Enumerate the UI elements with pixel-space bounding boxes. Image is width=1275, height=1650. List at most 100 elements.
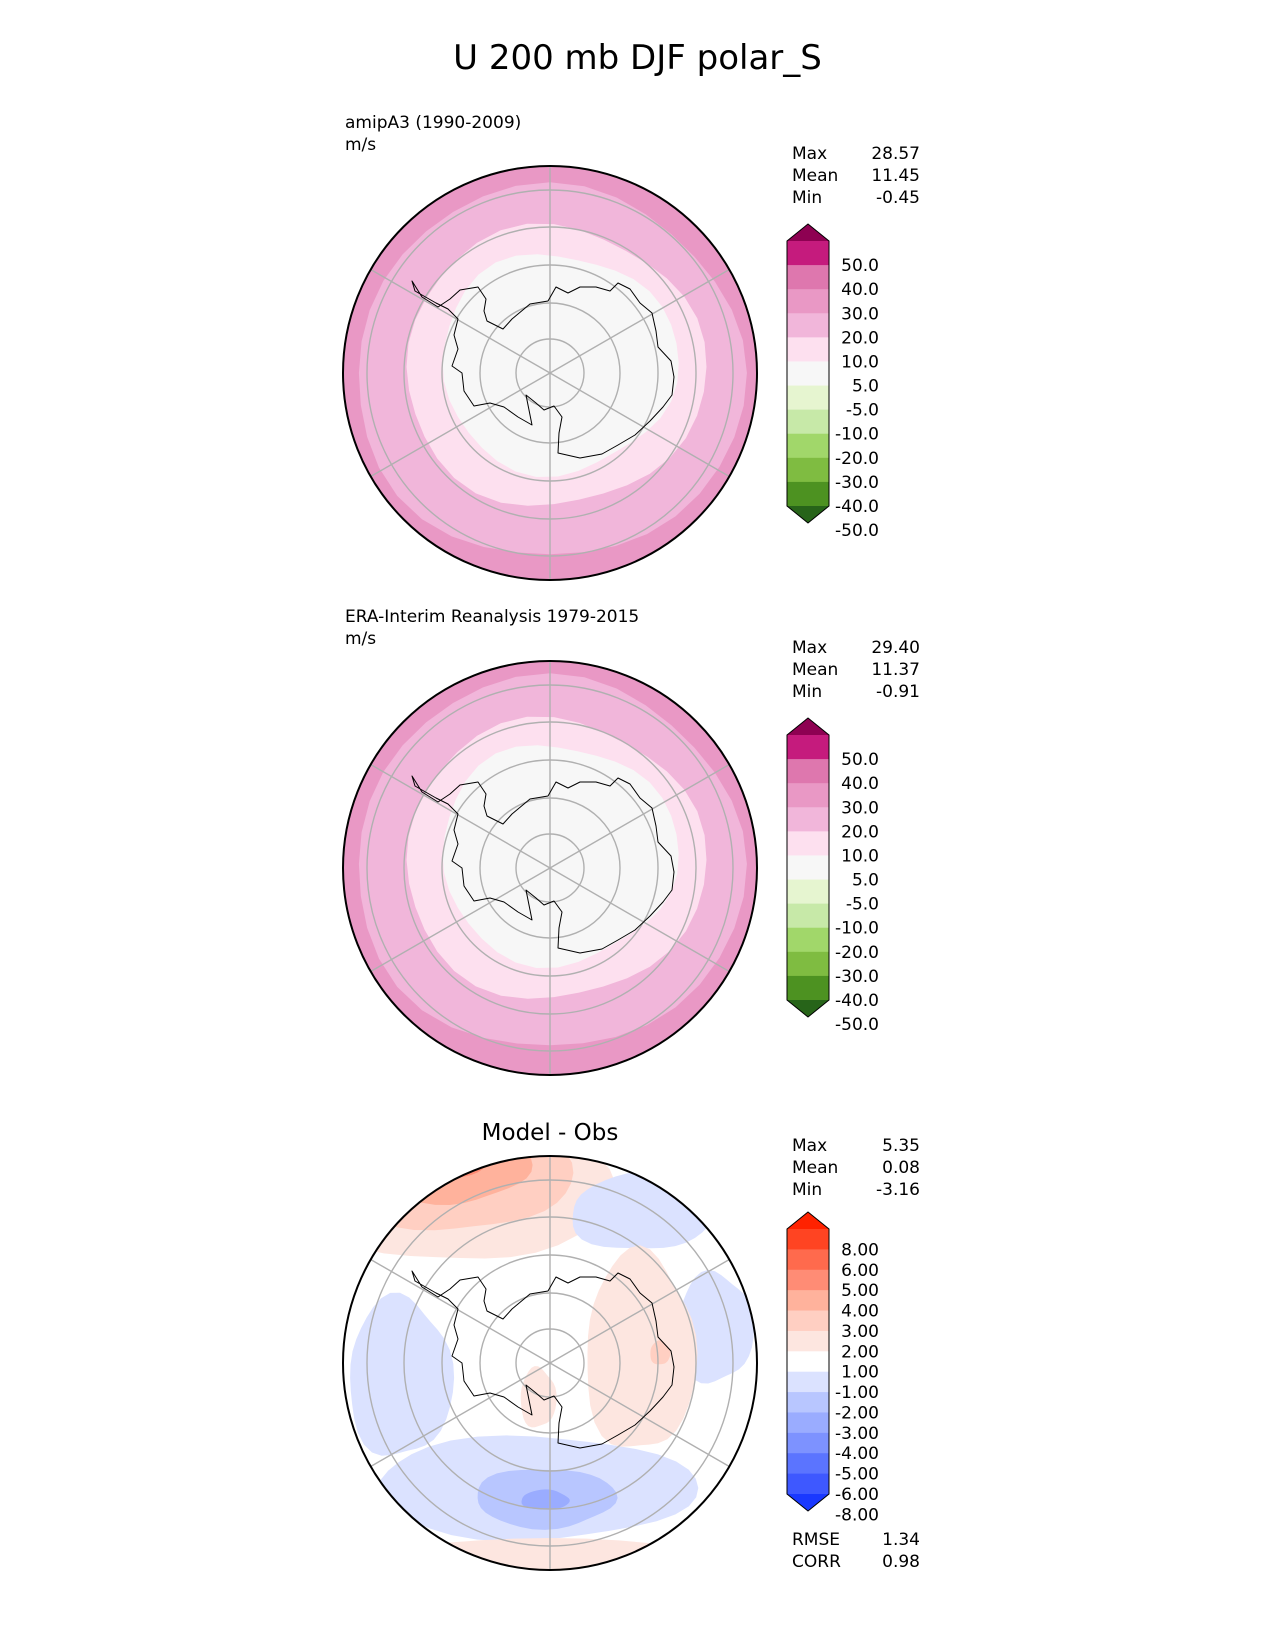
- colorbar-swatch: [787, 1269, 829, 1291]
- colorbar-tick-label: -40.0: [835, 497, 879, 517]
- colorbar-swatch: [787, 927, 829, 953]
- colorbar-tick-label: -40.0: [835, 991, 879, 1011]
- colorbar-swatch: [787, 1330, 829, 1352]
- colorbar-swatch: [787, 735, 829, 760]
- contour-minus5-5: [442, 254, 679, 477]
- diff-colorbar: 8.006.005.004.003.002.001.00-1.00-2.00-3…: [786, 1211, 879, 1525]
- colorbar-tick-label: -10.0: [835, 919, 879, 939]
- colorbar-swatch: [787, 409, 829, 435]
- colorbar-tick-label: -20.0: [835, 449, 879, 469]
- colorbar-swatch: [787, 1453, 829, 1475]
- diff-negative-s-3: [521, 1489, 570, 1510]
- model-units: m/s: [345, 135, 377, 155]
- model-colorbar: 50.0 40.0 30.0 20.0 10.0 5.0 -5.0 -10.0 -20.0 -30…: [786, 223, 879, 541]
- colorbar-tick-label: -50.0: [835, 1015, 879, 1035]
- antarctica-coastline: [411, 1270, 675, 1449]
- stat-min: Min -0.91: [792, 682, 920, 702]
- colorbar-swatch: [787, 807, 829, 832]
- diff-positive-e: [587, 1245, 698, 1447]
- colorbar-swatch: [787, 1249, 829, 1271]
- colorbar-tick-label: -5.0: [846, 401, 879, 421]
- colorbar-tick-label: -2.00: [835, 1404, 879, 1424]
- colorbar-swatch: [787, 241, 829, 266]
- obs-polar-map: [342, 660, 758, 1076]
- meridian-line: [549, 867, 730, 973]
- colorbar-tick-label: 6.00: [841, 1261, 879, 1281]
- obs-stats: Max 29.40 Mean 11.37 Min -0.91: [792, 637, 920, 703]
- model-name: amipA3 (1990-2009): [345, 113, 522, 133]
- colorbar-tick-label: -30.0: [835, 967, 879, 987]
- colorbar-swatch: [787, 1351, 829, 1373]
- colorbar-tick-label: -5.00: [835, 1465, 879, 1485]
- map-boundary: [342, 165, 758, 581]
- colorbar-swatch: [787, 481, 829, 507]
- colorbar-swatch: [787, 1412, 829, 1434]
- colorbar-tick-label: 5.0: [852, 377, 879, 397]
- map-field: [343, 166, 757, 580]
- colorbar-tick-label: 50.0: [841, 750, 879, 770]
- colorbar-swatch: [787, 831, 829, 856]
- colorbar-swatch: [787, 385, 829, 411]
- colorbar-swatch: [787, 1371, 829, 1393]
- metric-corr: CORR 0.98: [792, 1552, 920, 1572]
- colorbar-tick-label: 30.0: [841, 798, 879, 818]
- colorbar-swatch: [787, 759, 829, 784]
- colorbar-tick-label: -1.00: [835, 1383, 879, 1403]
- colorbar-swatch: [787, 265, 829, 290]
- antarctica-coastline: [411, 775, 675, 954]
- diff-negative-w: [350, 1292, 455, 1456]
- stat-mean: Mean 0.08: [792, 1158, 920, 1178]
- colorbar-swatch: [787, 1229, 829, 1250]
- meridian-line: [549, 268, 730, 374]
- colorbar-tick-label: 4.00: [841, 1302, 879, 1322]
- colorbar-swatch: [787, 783, 829, 808]
- colorbar-swatch: [787, 1432, 829, 1454]
- colorbar-swatch: [787, 951, 829, 977]
- stat-max: Max 5.35: [792, 1136, 920, 1156]
- model-polar-map: [342, 165, 758, 581]
- colorbar-swatch: [787, 337, 829, 362]
- colorbar-tick-label: -10.0: [835, 425, 879, 445]
- map-field: [343, 661, 757, 1075]
- diff-title: Model - Obs: [481, 1120, 619, 1146]
- figure-title: U 200 mb DJF polar_S: [453, 38, 822, 78]
- colorbar-tick-label: -50.0: [835, 521, 879, 541]
- colorbar-extend-min: [787, 1000, 829, 1017]
- meridian-line: [370, 867, 551, 973]
- meridian-line: [370, 1362, 551, 1468]
- colorbar-swatch: [787, 879, 829, 905]
- colorbar-tick-label: 40.0: [841, 280, 879, 300]
- colorbar-tick-label: -5.0: [846, 895, 879, 915]
- colorbar-extend-min: [787, 506, 829, 523]
- stat-max: Max 28.57: [792, 144, 920, 164]
- colorbar-tick-label: 50.0: [841, 256, 879, 276]
- diff-stats: Max 5.35 Mean 0.08 Min -3.16: [792, 1135, 920, 1201]
- stat-max: Max 29.40: [792, 638, 920, 658]
- diff-positive-center: [520, 1366, 557, 1428]
- colorbar-swatch: [787, 975, 829, 1001]
- stat-mean: Mean 11.45: [792, 166, 920, 186]
- meridian-line: [549, 1258, 730, 1364]
- colorbar-swatch: [787, 1473, 829, 1495]
- meridian-line: [549, 372, 730, 478]
- colorbar-tick-label: 10.0: [841, 353, 879, 373]
- colorbar-tick-label: 20.0: [841, 328, 879, 348]
- colorbar-tick-label: 10.0: [841, 847, 879, 867]
- meridian-line: [370, 268, 551, 374]
- meridian-line: [549, 1362, 730, 1468]
- colorbar-tick-label: -3.00: [835, 1424, 879, 1444]
- meridian-line: [370, 372, 551, 478]
- colorbar-swatch: [787, 1392, 829, 1413]
- colorbar-outline: [786, 1211, 830, 1512]
- obs-label: ERA-Interim Reanalysis 1979-2015 m/s: [345, 606, 639, 650]
- colorbar-tick-label: 40.0: [841, 774, 879, 794]
- contour-minus5-5: [442, 745, 679, 968]
- colorbar-tick-label: -4.00: [835, 1444, 879, 1464]
- colorbar-tick-label: 20.0: [841, 822, 879, 842]
- colorbar-swatch: [787, 289, 829, 314]
- colorbar-swatch: [787, 1290, 829, 1312]
- meridian-line: [370, 763, 551, 869]
- colorbar-swatch: [787, 855, 829, 881]
- obs-name: ERA-Interim Reanalysis 1979-2015: [345, 607, 640, 627]
- colorbar-tick-label: -30.0: [835, 473, 879, 493]
